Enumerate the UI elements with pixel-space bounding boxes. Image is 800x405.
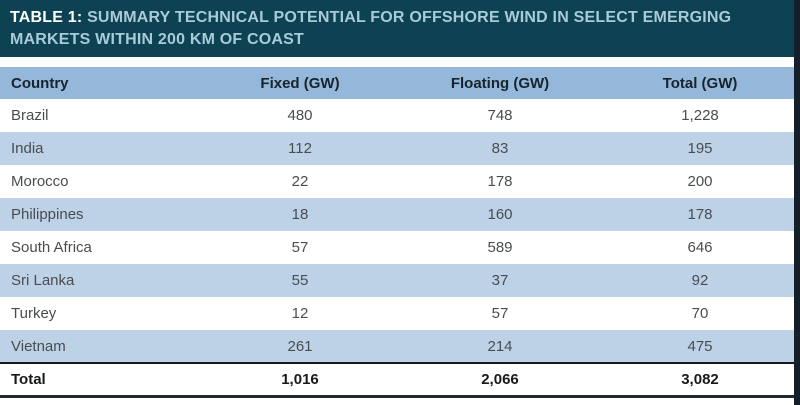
cell-total: 646	[687, 239, 713, 256]
cell-floating: 160	[487, 206, 513, 223]
cell-total-label: Total	[11, 370, 46, 388]
cell-floating: 214	[487, 337, 513, 355]
table-row-brazil: Brazil 480 748 1,228	[0, 99, 800, 132]
table-row-india: India 112 83 195	[0, 132, 800, 165]
table-title-bar: TABLE 1: SUMMARY TECHNICAL POTENTIAL FOR…	[0, 0, 800, 57]
cell-country: Turkey	[11, 305, 57, 322]
offshore-wind-potential-table: Country Fixed (GW) Floating (GW) Total (…	[0, 67, 800, 398]
cell-total: 200	[687, 173, 713, 190]
cell-total-fixed: 1,016	[281, 370, 319, 388]
cell-fixed: 22	[291, 173, 309, 190]
cell-fixed: 112	[288, 140, 312, 157]
table-row-philippines: Philippines 18 160 178	[0, 198, 800, 231]
cell-total: 178	[687, 206, 713, 223]
cell-total: 195	[687, 140, 713, 157]
cell-floating: 37	[491, 272, 509, 289]
cell-floating: 178	[487, 173, 513, 190]
cell-floating: 57	[491, 305, 509, 322]
cell-total: 70	[691, 305, 709, 322]
column-header-total: Total (GW)	[662, 74, 738, 92]
cell-total: 92	[691, 272, 709, 289]
cell-total: 475	[687, 337, 713, 355]
cell-country: India	[11, 140, 44, 157]
table-header-row: Country Fixed (GW) Floating (GW) Total (…	[0, 67, 800, 99]
table-number-label: TABLE 1:	[10, 9, 88, 26]
table-row-sri-lanka: Sri Lanka 55 37 92	[0, 264, 800, 297]
table-title-caption: SUMMARY TECHNICAL POTENTIAL FOR OFFSHORE…	[10, 9, 732, 48]
column-header-country: Country	[11, 74, 69, 92]
cell-fixed: 261	[287, 337, 313, 355]
cell-fixed: 480	[287, 107, 313, 124]
cell-total-total: 3,082	[681, 370, 719, 388]
cell-fixed: 57	[291, 239, 309, 256]
cell-country: Philippines	[11, 206, 84, 223]
table-row-south-africa: South Africa 57 589 646	[0, 231, 800, 264]
title-table-divider	[0, 57, 800, 67]
cell-country: South Africa	[11, 239, 92, 256]
cell-fixed: 18	[291, 206, 309, 223]
cell-country: Brazil	[11, 107, 49, 124]
table-title: TABLE 1: SUMMARY TECHNICAL POTENTIAL FOR…	[10, 7, 752, 51]
cell-total-floating: 2,066	[481, 370, 519, 388]
cell-country: Vietnam	[11, 337, 66, 355]
cell-total: 1,228	[681, 107, 719, 124]
cell-country: Morocco	[11, 173, 69, 190]
column-header-floating: Floating (GW)	[450, 74, 550, 92]
table-row-morocco: Morocco 22 178 200	[0, 165, 800, 198]
table-row-total: Total 1,016 2,066 3,082	[0, 363, 800, 396]
cell-fixed: 12	[291, 305, 309, 322]
column-header-fixed: Fixed (GW)	[260, 74, 340, 92]
cell-country: Sri Lanka	[11, 272, 75, 289]
cell-fixed: 55	[291, 272, 309, 289]
right-edge-shadow	[794, 0, 800, 405]
table-row-vietnam: Vietnam 261 214 475	[0, 330, 800, 363]
cell-floating: 589	[487, 239, 513, 256]
cell-floating: 83	[491, 140, 509, 157]
table-row-turkey: Turkey 12 57 70	[0, 297, 800, 330]
cell-floating: 748	[487, 107, 513, 124]
